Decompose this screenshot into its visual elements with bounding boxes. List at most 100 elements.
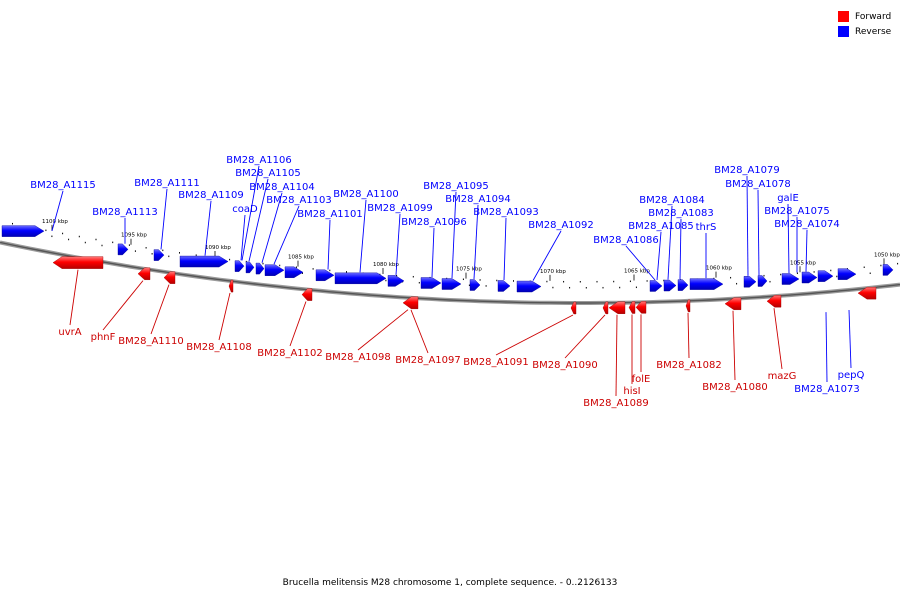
leader-line	[51, 190, 64, 231]
minor-tick	[619, 286, 621, 289]
minor-tick	[51, 235, 53, 238]
minor-tick	[730, 276, 732, 279]
forward-gene-arrow[interactable]	[52, 256, 104, 269]
forward-gene-arrow[interactable]	[137, 267, 151, 280]
gene-label-coad[interactable]: coaD	[232, 204, 258, 215]
reverse-gene-arrow[interactable]	[153, 249, 165, 261]
forward-swatch	[838, 11, 849, 22]
reverse-gene-arrow[interactable]	[677, 279, 689, 291]
gene-label-fole[interactable]: folE	[632, 374, 651, 385]
forward-gene-arrow[interactable]	[685, 299, 691, 313]
gene-label-mazg[interactable]: mazG	[768, 371, 797, 382]
forward-gene-arrow[interactable]	[857, 286, 877, 300]
reverse-gene-arrow[interactable]	[663, 279, 677, 292]
gene-label-pepq[interactable]: pepQ	[838, 370, 865, 381]
gene-label-thrs[interactable]: thrS	[696, 222, 717, 233]
forward-gene-arrow[interactable]	[628, 301, 636, 314]
reverse-gene-arrow[interactable]	[743, 276, 757, 288]
forward-gene-arrow[interactable]	[402, 296, 419, 310]
reverse-gene-arrow[interactable]	[255, 262, 265, 275]
reverse-gene-arrow[interactable]	[757, 275, 768, 287]
gene-label-bm28-a1106[interactable]: BM28_A1106	[226, 155, 292, 166]
legend: Forward Reverse	[838, 9, 900, 39]
minor-tick	[468, 284, 470, 287]
gene-label-bm28-a1075[interactable]: BM28_A1075	[764, 206, 830, 217]
gene-label-bm28-a1091[interactable]: BM28_A1091	[463, 357, 529, 368]
reverse-gene-arrow[interactable]	[117, 243, 129, 256]
gene-label-bm28-a1083[interactable]: BM28_A1083	[648, 208, 714, 219]
reverse-gene-arrow[interactable]	[284, 266, 304, 278]
reverse-gene-arrow[interactable]	[420, 277, 442, 289]
gene-label-bm28-a1104[interactable]: BM28_A1104	[249, 182, 315, 193]
gene-label-bm28-a1093[interactable]: BM28_A1093	[473, 207, 539, 218]
reverse-gene-arrow[interactable]	[469, 279, 481, 291]
reverse-gene-arrow[interactable]	[882, 264, 894, 276]
gene-label-bm28-a1103[interactable]: BM28_A1103	[266, 195, 332, 206]
gene-label-uvra[interactable]: uvrA	[58, 327, 81, 338]
reverse-gene-arrow[interactable]	[245, 261, 255, 274]
reverse-gene-arrow[interactable]	[315, 269, 335, 281]
gene-label-bm28-a1111[interactable]: BM28_A1111	[134, 178, 200, 189]
gene-label-bm28-a1082[interactable]: BM28_A1082	[656, 360, 722, 371]
gene-label-bm28-a1097[interactable]: BM28_A1097	[395, 355, 461, 366]
gene-label-bm28-a1090[interactable]: BM28_A1090	[532, 360, 598, 371]
gene-label-bm28-a1098[interactable]: BM28_A1098	[325, 352, 391, 363]
reverse-gene-arrow[interactable]	[441, 278, 462, 290]
gene-label-bm28-a1102[interactable]: BM28_A1102	[257, 348, 323, 359]
reverse-gene-arrow[interactable]	[234, 260, 245, 272]
reverse-gene-arrow[interactable]	[689, 278, 724, 290]
gene-label-bm28-a1108[interactable]: BM28_A1108	[186, 342, 252, 353]
gene-label-bm28-a1080[interactable]: BM28_A1080	[702, 382, 768, 393]
reverse-gene-arrow[interactable]	[837, 268, 857, 280]
gene-label-bm28-a1096[interactable]: BM28_A1096	[401, 217, 467, 228]
gene-label-bm28-a1085[interactable]: BM28_A1085	[628, 221, 694, 232]
reverse-gene-arrow[interactable]	[387, 275, 405, 287]
reverse-gene-arrow[interactable]	[516, 280, 542, 293]
minor-tick	[195, 254, 197, 256]
gene-label-bm28-a1079[interactable]: BM28_A1079	[714, 165, 780, 176]
gene-label-bm28-a1094[interactable]: BM28_A1094	[445, 194, 511, 205]
forward-gene-arrow[interactable]	[301, 288, 313, 301]
gene-label-bm28-a1105[interactable]: BM28_A1105	[235, 168, 301, 179]
gene-label-gale[interactable]: galE	[777, 193, 799, 204]
gene-label-bm28-a1074[interactable]: BM28_A1074	[774, 219, 840, 230]
gene-label-bm28-a1110[interactable]: BM28_A1110	[118, 336, 184, 347]
forward-gene-arrow[interactable]	[724, 297, 742, 310]
forward-gene-arrow[interactable]	[570, 301, 577, 315]
gene-label-phnf[interactable]: phnF	[91, 332, 116, 343]
gene-label-bm28-a1099[interactable]: BM28_A1099	[367, 203, 433, 214]
reverse-gene-arrow[interactable]	[179, 255, 229, 268]
reverse-gene-arrow[interactable]	[264, 264, 285, 276]
gene-label-bm28-a1095[interactable]: BM28_A1095	[423, 181, 489, 192]
forward-gene-arrow[interactable]	[766, 295, 782, 308]
minor-tick	[646, 280, 648, 282]
gene-label-bm28-a1113[interactable]: BM28_A1113	[92, 207, 158, 218]
gene-label-bm28-a1115[interactable]: BM28_A1115	[30, 180, 96, 191]
gene-label-bm28-a1109[interactable]: BM28_A1109	[178, 190, 244, 201]
gene-label-bm28-a1092[interactable]: BM28_A1092	[528, 220, 594, 231]
minor-tick	[262, 262, 264, 265]
gene-label-hisi[interactable]: hisI	[623, 386, 640, 397]
forward-gene-arrow[interactable]	[608, 301, 626, 314]
reverse-gene-arrow[interactable]	[781, 273, 800, 285]
gene-label-bm28-a1073[interactable]: BM28_A1073	[794, 384, 860, 395]
gene-label-bm28-a1100[interactable]: BM28_A1100	[333, 189, 399, 200]
gene-label-bm28-a1078[interactable]: BM28_A1078	[725, 179, 791, 190]
reverse-gene-arrow[interactable]	[497, 280, 511, 292]
gene-label-bm28-a1086[interactable]: BM28_A1086	[593, 235, 659, 246]
forward-gene-arrow[interactable]	[635, 301, 647, 314]
forward-gene-arrow[interactable]	[228, 279, 234, 293]
reverse-gene-arrow[interactable]	[649, 280, 663, 292]
gene-label-bm28-a1089[interactable]: BM28_A1089	[583, 398, 649, 409]
reverse-gene-arrow[interactable]	[801, 271, 818, 284]
minor-tick	[168, 255, 170, 258]
forward-gene-arrow[interactable]	[602, 301, 609, 315]
reverse-gene-arrow[interactable]	[1, 225, 45, 237]
reverse-gene-arrow[interactable]	[817, 270, 834, 282]
minor-tick	[763, 274, 765, 277]
reverse-gene-arrow[interactable]	[334, 272, 387, 285]
minor-tick	[613, 280, 615, 283]
gene-label-bm28-a1101[interactable]: BM28_A1101	[297, 209, 363, 220]
gene-label-bm28-a1084[interactable]: BM28_A1084	[639, 195, 705, 206]
forward-gene-arrow[interactable]	[163, 271, 176, 284]
